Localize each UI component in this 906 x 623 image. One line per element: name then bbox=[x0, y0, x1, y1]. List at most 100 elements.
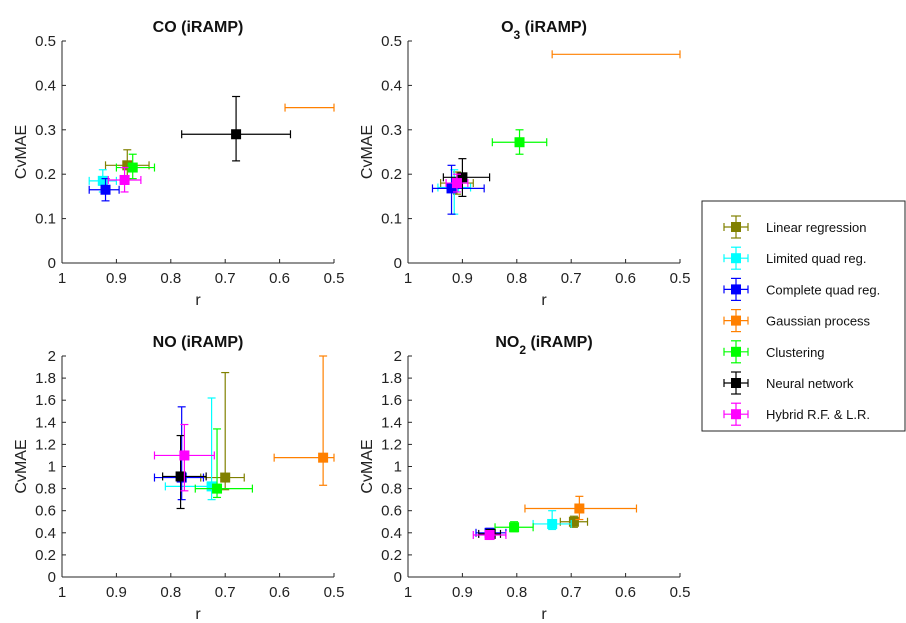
y-tick-label: 1.8 bbox=[35, 370, 56, 387]
data-point bbox=[220, 472, 231, 483]
legend-label: Linear regression bbox=[766, 220, 866, 235]
legend-marker bbox=[731, 284, 741, 295]
legend-entry: Limited quad reg. bbox=[723, 246, 866, 270]
data-point bbox=[484, 530, 495, 541]
series-hybrid-r-f-l-r- bbox=[107, 166, 142, 193]
x-tick-label: 0.5 bbox=[670, 584, 691, 601]
chart-panel-2: 1 0.9 0.8 0.7 0.6 0.5 0 0.1 0.2 0.3 0.4 0.5 r CvMAE O3… bbox=[359, 19, 690, 309]
data-point bbox=[206, 481, 217, 492]
legend-entry: Gaussian process bbox=[723, 309, 871, 333]
data-point bbox=[547, 518, 558, 529]
y-axis-label: CvMAE bbox=[359, 125, 376, 179]
data-point bbox=[122, 160, 133, 171]
y-tick-label: 2 bbox=[394, 348, 402, 365]
x-tick-label: 0.9 bbox=[106, 270, 127, 287]
legend-entry: Hybrid R.F. & L.R. bbox=[723, 402, 870, 426]
x-tick-label: 0.8 bbox=[506, 270, 527, 287]
chart-title-main: NO bbox=[495, 334, 519, 351]
legend-marker bbox=[731, 346, 741, 357]
legend-entry: Complete quad reg. bbox=[723, 277, 880, 301]
x-tick-label: 0.6 bbox=[615, 584, 636, 601]
x-tick-label: 0.6 bbox=[615, 270, 636, 287]
chart-panel-4: 1 0.9 0.8 0.7 0.6 0.5 0 0.2 0.4 0.6 0.8 1 1.2 1.4 1.6 1… bbox=[359, 334, 690, 623]
data-point bbox=[318, 452, 329, 463]
series-limited-quad-reg- bbox=[532, 510, 572, 531]
x-tick-label: 0.9 bbox=[452, 270, 473, 287]
chart-title: NO2 (iRAMP) bbox=[495, 334, 592, 357]
y-tick-label: 0.5 bbox=[35, 33, 56, 50]
data-point bbox=[179, 450, 190, 461]
x-axis-label: r bbox=[541, 292, 547, 309]
x-tick-label: 0.7 bbox=[215, 270, 236, 287]
series-hybrid-r-f-l-r- bbox=[153, 423, 215, 492]
series-gaussian-process bbox=[524, 495, 638, 521]
y-tick-label: 0.2 bbox=[35, 547, 56, 564]
x-tick-label: 1 bbox=[404, 270, 412, 287]
y-tick-label: 0 bbox=[394, 569, 402, 586]
data-point bbox=[119, 174, 130, 185]
y-tick-label: 0.4 bbox=[35, 77, 56, 94]
data-point bbox=[127, 162, 138, 173]
y-tick-label: 0 bbox=[48, 569, 56, 586]
chart-title-subscript: 3 bbox=[514, 28, 521, 42]
legend-marker bbox=[731, 315, 741, 326]
data-point bbox=[568, 516, 579, 527]
chart-panel-1: 1 0.9 0.8 0.7 0.6 0.5 0 0.1 0.2 0.3 0.4 0.5 r CvMAE CO… bbox=[13, 19, 344, 309]
x-tick-label: 1 bbox=[58, 270, 66, 287]
series-gaussian-process bbox=[284, 103, 335, 112]
series-limited-quad-reg- bbox=[164, 397, 218, 501]
legend-label: Clustering bbox=[766, 345, 825, 360]
y-tick-label: 0.6 bbox=[35, 503, 56, 520]
y-tick-label: 0.1 bbox=[381, 211, 402, 228]
y-tick-label: 0.2 bbox=[381, 166, 402, 183]
legend-marker bbox=[731, 409, 741, 420]
x-tick-label: 0.7 bbox=[561, 584, 582, 601]
legend-marker bbox=[731, 253, 741, 264]
data-point bbox=[212, 483, 223, 494]
y-tick-label: 1.8 bbox=[381, 370, 402, 387]
data-point bbox=[451, 178, 462, 189]
series-limited-quad-reg- bbox=[88, 169, 118, 193]
y-tick-label: 0.8 bbox=[35, 481, 56, 498]
x-axis-label: r bbox=[195, 606, 201, 623]
series-neural-network bbox=[442, 158, 491, 197]
y-tick-label: 0.2 bbox=[381, 547, 402, 564]
y-tick-label: 0.4 bbox=[381, 525, 402, 542]
y-tick-label: 1.4 bbox=[35, 414, 56, 431]
y-tick-label: 0.1 bbox=[35, 211, 56, 228]
series-hybrid-r-f-l-r- bbox=[445, 173, 469, 193]
legend-marker bbox=[731, 222, 741, 232]
y-tick-label: 1.4 bbox=[381, 414, 402, 431]
data-point bbox=[574, 503, 585, 514]
series-clustering bbox=[491, 129, 548, 155]
x-tick-label: 0.7 bbox=[215, 584, 236, 601]
series-clustering bbox=[115, 153, 156, 180]
data-point bbox=[514, 137, 525, 148]
series-linear-regression bbox=[104, 149, 150, 180]
y-tick-label: 0.4 bbox=[381, 77, 402, 94]
y-tick-label: 1 bbox=[48, 459, 56, 476]
data-point bbox=[457, 172, 468, 183]
y-tick-label: 0.5 bbox=[381, 33, 402, 50]
x-tick-label: 0.5 bbox=[324, 270, 345, 287]
chart-title-main: O bbox=[501, 19, 513, 36]
series-clustering bbox=[494, 521, 534, 533]
data-point bbox=[175, 471, 186, 482]
y-tick-label: 2 bbox=[48, 348, 56, 365]
y-tick-label: 1.2 bbox=[35, 436, 56, 453]
x-tick-label: 0.5 bbox=[324, 584, 345, 601]
legend-label: Neural network bbox=[766, 376, 854, 391]
chart-title: O3 (iRAMP) bbox=[501, 19, 587, 42]
data-point bbox=[100, 184, 111, 195]
y-axis-label: CvMAE bbox=[13, 125, 30, 179]
legend-entry: Neural network bbox=[723, 371, 854, 395]
y-tick-label: 1 bbox=[394, 459, 402, 476]
x-tick-label: 1 bbox=[404, 584, 412, 601]
y-tick-label: 0.2 bbox=[35, 166, 56, 183]
y-tick-label: 1.6 bbox=[381, 392, 402, 409]
series-complete-quad-reg- bbox=[153, 406, 205, 501]
series-neural-network bbox=[181, 95, 292, 162]
y-tick-label: 0.3 bbox=[381, 122, 402, 139]
data-point bbox=[97, 175, 108, 186]
